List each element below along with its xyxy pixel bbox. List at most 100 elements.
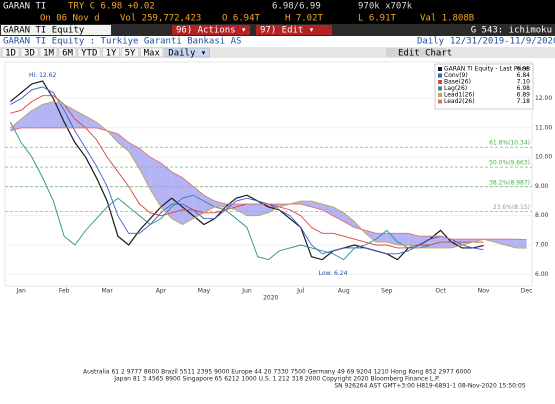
- range-button[interactable]: [164, 47, 210, 58]
- cloud-segment: [64, 104, 75, 128]
- range-button-label[interactable]: 1D: [5, 49, 16, 59]
- legend-swatch: [438, 73, 442, 78]
- cloud-segment: [408, 233, 420, 248]
- range-button[interactable]: [1, 47, 20, 58]
- edit-chart-button[interactable]: [386, 48, 446, 57]
- series-line: [9, 121, 430, 261]
- x-tick-label: Nov: [478, 288, 490, 295]
- bid-ask: 6.98/6.99: [272, 2, 321, 12]
- quote-bar: [0, 0, 555, 24]
- cloud-segment: [85, 116, 97, 128]
- legend-name: Conv(9): [444, 72, 468, 79]
- range-button-label[interactable]: Max: [144, 49, 161, 59]
- y-tick-label: 9.00: [535, 183, 549, 190]
- cloud-segment: [429, 236, 441, 248]
- legend-name: Lead2(26): [444, 98, 475, 105]
- legend-name: GARAN TI Equity - Last Price: [444, 66, 529, 73]
- cloud-segment: [386, 233, 398, 246]
- y-tick-label: 11.00: [535, 124, 552, 131]
- actions-button[interactable]: [172, 25, 250, 35]
- legend-value: 6.89: [517, 92, 531, 99]
- x-tick-label: May: [198, 288, 211, 295]
- cloud-segment: [150, 157, 161, 207]
- edit-button[interactable]: [256, 25, 332, 35]
- range-button[interactable]: [58, 47, 77, 58]
- annotation: Hi: 12.62: [29, 72, 56, 79]
- cloud-segment: [365, 230, 377, 243]
- x-tick-label: Jul: [296, 288, 305, 295]
- cloud-segment: [376, 233, 387, 243]
- y-tick-label: 12.00: [535, 95, 552, 102]
- cloud-segment: [257, 204, 269, 216]
- quote-field: Val 1.808B: [420, 14, 474, 24]
- range-button[interactable]: [102, 47, 120, 58]
- range-button[interactable]: [20, 47, 39, 58]
- range-button-label[interactable]: 1Y: [106, 49, 117, 59]
- x-tick-label: Jan: [16, 288, 26, 295]
- ticker: GARAN TI: [3, 2, 46, 12]
- cloud-segment: [333, 206, 344, 222]
- range-button-label[interactable]: 1M: [43, 49, 54, 59]
- range-button[interactable]: [39, 47, 58, 58]
- cloud-segment: [505, 239, 516, 248]
- cloud-segment: [42, 101, 54, 128]
- range-button-label[interactable]: 5Y: [125, 49, 136, 59]
- legend-name: Base(26): [444, 79, 471, 86]
- range-button-label[interactable]: 3D: [24, 49, 35, 59]
- series-line: [10, 101, 527, 249]
- fib-label: 50.0%(9.663): [489, 160, 530, 167]
- cloud-segment: [171, 171, 183, 225]
- series-line: [10, 127, 527, 241]
- legend-swatch: [438, 99, 442, 104]
- footer-line: Japan 81 3 4565 8900 Singapore 65 6212 1…: [113, 376, 440, 383]
- cloud-segment: [451, 239, 463, 248]
- annotation: Low: 6.24: [319, 270, 348, 277]
- actions-label[interactable]: 96) Actions ▾: [176, 26, 246, 36]
- security[interactable]: GARAN TI Equity: [3, 26, 85, 36]
- x-tick-label: Feb: [59, 288, 70, 295]
- range-button-label[interactable]: 6M: [62, 49, 73, 59]
- legend-swatch: [438, 86, 442, 91]
- edit-label[interactable]: 97) Edit ▾: [260, 26, 314, 36]
- cloud-segment: [117, 133, 129, 152]
- legend-name: Lag(26): [444, 85, 467, 92]
- quote-field: On 06 Nov d: [40, 14, 100, 24]
- x-tick-label: Oct: [435, 288, 446, 295]
- cloud-segment: [494, 239, 506, 246]
- cloud-segment: [53, 101, 65, 128]
- y-tick-label: 10.00: [535, 154, 552, 161]
- range-button[interactable]: [121, 47, 139, 58]
- cloud-segment: [515, 239, 527, 249]
- quote-field: Vol 259,772,423: [120, 14, 201, 24]
- quote: TRY C 6.98 +0.02: [68, 2, 155, 12]
- fib-label: 61.8%(10.34): [489, 140, 530, 147]
- x-tick-label: Apr: [156, 288, 167, 295]
- x-tick-label: Aug: [338, 288, 350, 295]
- cloud-segment: [139, 148, 151, 190]
- security-box[interactable]: [1, 25, 111, 35]
- cloud-segment: [236, 204, 247, 216]
- quote-field: O 6.94T: [222, 14, 261, 24]
- quote-field: L 6.91T: [358, 14, 397, 24]
- fib-label: 38.2%(8.987): [489, 179, 530, 186]
- cloud-segment: [31, 104, 43, 128]
- range-button-label[interactable]: Daily ▾: [168, 49, 206, 59]
- range-button[interactable]: [140, 47, 164, 58]
- date-range: 12/31/2019-11/9/2020: [450, 37, 555, 47]
- y-tick-label: 8.00: [535, 212, 549, 219]
- cloud-segment: [21, 110, 32, 128]
- fib-label: 23.6%(8.15): [493, 204, 530, 211]
- size: 970k x707k: [358, 2, 413, 12]
- legend-swatch: [438, 80, 442, 84]
- edit-chart-label[interactable]: Edit Chart: [398, 49, 452, 59]
- x-tick-label: Sep: [381, 288, 393, 295]
- range-button[interactable]: [77, 47, 101, 58]
- footer-line: Australia 61 2 9777 8600 Brazil 5511 239…: [83, 369, 471, 376]
- legend-value: 6.98: [517, 66, 531, 73]
- legend-value: 7.10: [517, 79, 531, 86]
- y-tick-label: 7.00: [535, 242, 549, 249]
- security-name: GARAN TI Equity : Turkiye Garanti Bankas…: [3, 37, 241, 47]
- range-button-label[interactable]: YTD: [81, 49, 97, 59]
